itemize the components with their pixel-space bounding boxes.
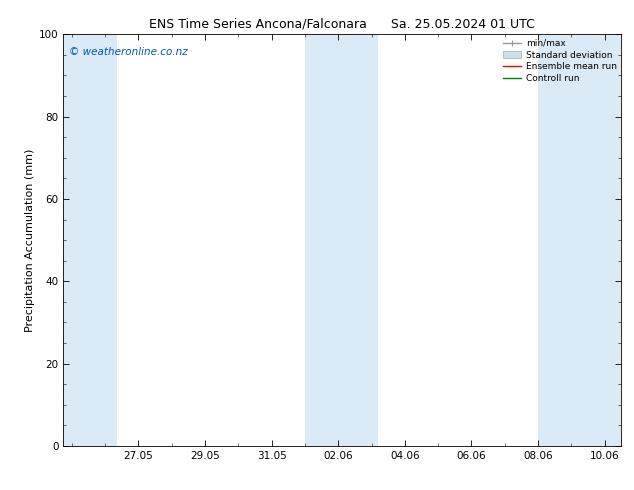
Y-axis label: Precipitation Accumulation (mm): Precipitation Accumulation (mm) xyxy=(25,148,35,332)
Bar xyxy=(63,34,117,446)
Text: © weatheronline.co.nz: © weatheronline.co.nz xyxy=(69,47,188,57)
Bar xyxy=(305,34,378,446)
Legend: min/max, Standard deviation, Ensemble mean run, Controll run: min/max, Standard deviation, Ensemble me… xyxy=(500,36,619,86)
Bar xyxy=(538,34,621,446)
Title: ENS Time Series Ancona/Falconara      Sa. 25.05.2024 01 UTC: ENS Time Series Ancona/Falconara Sa. 25.… xyxy=(150,17,535,30)
